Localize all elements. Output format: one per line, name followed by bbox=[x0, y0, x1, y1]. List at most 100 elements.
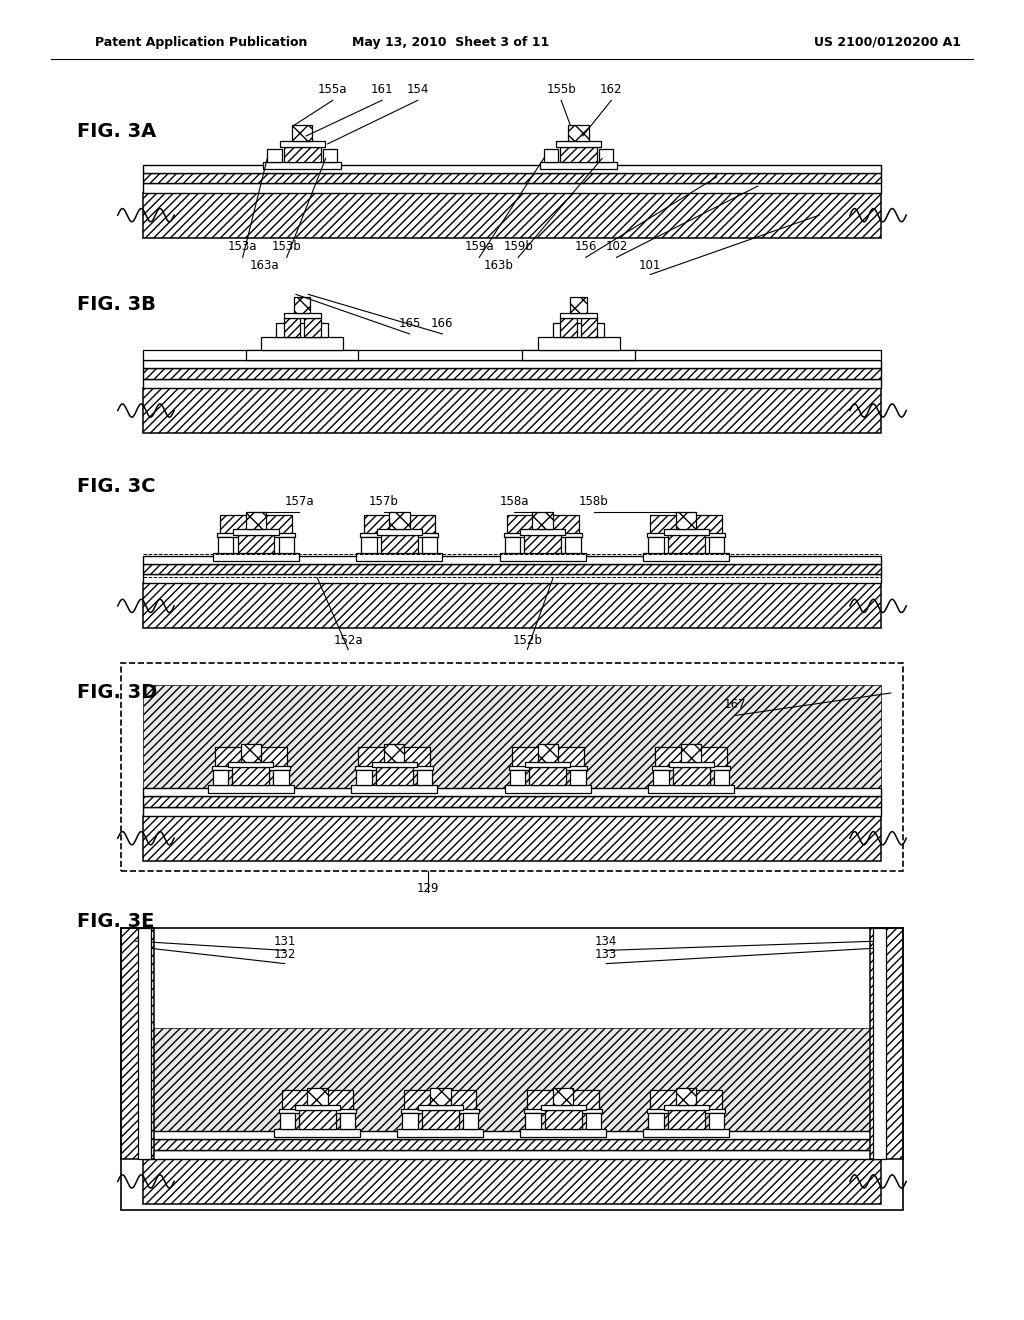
Bar bbox=[568, 125, 589, 141]
Text: 129: 129 bbox=[417, 882, 439, 895]
Bar bbox=[402, 1113, 418, 1129]
Bar bbox=[143, 1028, 881, 1131]
Text: 154: 154 bbox=[407, 83, 429, 96]
Bar bbox=[581, 318, 597, 337]
Bar bbox=[238, 535, 274, 553]
Bar bbox=[323, 149, 337, 162]
Text: 152b: 152b bbox=[512, 634, 543, 647]
Bar bbox=[500, 553, 586, 561]
Bar bbox=[361, 537, 377, 553]
Text: 158a: 158a bbox=[500, 495, 528, 508]
Bar bbox=[556, 141, 601, 147]
Bar bbox=[422, 537, 437, 553]
Bar bbox=[655, 747, 727, 768]
Bar bbox=[121, 928, 903, 1210]
Bar bbox=[246, 350, 358, 360]
Bar bbox=[560, 313, 597, 318]
Text: 159b: 159b bbox=[503, 240, 534, 253]
Bar bbox=[284, 318, 300, 337]
Bar bbox=[668, 535, 705, 553]
Bar bbox=[520, 529, 565, 535]
Bar bbox=[143, 173, 881, 183]
Bar bbox=[643, 553, 729, 561]
Bar bbox=[669, 762, 714, 767]
Text: 165: 165 bbox=[398, 317, 421, 330]
Bar bbox=[292, 125, 312, 141]
Bar bbox=[143, 388, 881, 433]
Bar bbox=[505, 537, 520, 553]
Bar bbox=[340, 1113, 355, 1129]
Text: 163b: 163b bbox=[483, 259, 514, 272]
Text: 159a: 159a bbox=[465, 240, 494, 253]
Text: 152a: 152a bbox=[334, 634, 362, 647]
Bar bbox=[668, 1110, 705, 1129]
Bar bbox=[681, 744, 701, 762]
Text: 101: 101 bbox=[639, 259, 662, 272]
Text: FIG. 3E: FIG. 3E bbox=[77, 912, 155, 931]
Bar bbox=[647, 533, 725, 537]
Bar bbox=[647, 1109, 725, 1113]
Text: 153a: 153a bbox=[228, 240, 257, 253]
Text: 162: 162 bbox=[600, 83, 623, 96]
Bar bbox=[294, 297, 310, 313]
Bar bbox=[355, 766, 433, 770]
Bar bbox=[213, 553, 299, 561]
Bar bbox=[121, 663, 903, 871]
Bar bbox=[507, 515, 579, 536]
Text: FIG. 3C: FIG. 3C bbox=[77, 478, 156, 496]
Bar bbox=[538, 337, 620, 350]
Bar bbox=[422, 1110, 459, 1129]
Bar bbox=[873, 928, 886, 1159]
Bar bbox=[284, 313, 321, 318]
Bar bbox=[143, 379, 881, 388]
Bar bbox=[643, 1129, 729, 1137]
Text: 163a: 163a bbox=[250, 259, 279, 272]
Bar bbox=[261, 337, 343, 350]
Bar bbox=[376, 767, 413, 785]
Bar bbox=[541, 1105, 586, 1110]
Bar bbox=[538, 744, 558, 762]
Text: 134: 134 bbox=[595, 935, 617, 948]
Bar bbox=[870, 928, 903, 1159]
Bar bbox=[545, 1110, 582, 1129]
Bar bbox=[553, 1088, 573, 1105]
Text: 158b: 158b bbox=[579, 495, 609, 508]
Text: US 2100/0120200 A1: US 2100/0120200 A1 bbox=[814, 36, 962, 49]
Bar bbox=[463, 1113, 478, 1129]
Bar bbox=[213, 770, 228, 785]
Bar bbox=[295, 1105, 340, 1110]
Bar bbox=[143, 556, 881, 564]
Bar bbox=[522, 350, 635, 360]
Bar bbox=[417, 770, 432, 785]
Bar bbox=[143, 1131, 881, 1139]
Text: 161: 161 bbox=[371, 83, 393, 96]
Bar bbox=[664, 529, 709, 535]
Bar bbox=[381, 535, 418, 553]
Bar bbox=[143, 183, 881, 193]
Bar bbox=[208, 785, 294, 793]
Bar bbox=[280, 141, 325, 147]
Bar bbox=[143, 193, 881, 238]
Bar bbox=[121, 928, 154, 1159]
Bar bbox=[364, 515, 435, 536]
Text: FIG. 3B: FIG. 3B bbox=[77, 296, 156, 314]
Bar bbox=[143, 564, 881, 574]
Bar bbox=[676, 1088, 696, 1105]
Bar bbox=[648, 537, 664, 553]
Bar bbox=[282, 1090, 353, 1111]
Bar bbox=[304, 318, 321, 337]
Bar bbox=[404, 1090, 476, 1111]
Bar bbox=[351, 785, 437, 793]
Text: Patent Application Publication: Patent Application Publication bbox=[95, 36, 307, 49]
Text: 132: 132 bbox=[273, 948, 296, 961]
Bar bbox=[652, 766, 730, 770]
Bar bbox=[504, 533, 582, 537]
Bar bbox=[664, 1105, 709, 1110]
Text: 131: 131 bbox=[273, 935, 296, 948]
Text: 133: 133 bbox=[595, 948, 617, 961]
Bar bbox=[143, 360, 881, 368]
Bar bbox=[276, 323, 328, 337]
Bar bbox=[532, 512, 553, 529]
Bar bbox=[143, 583, 881, 628]
Text: 167: 167 bbox=[724, 698, 746, 711]
